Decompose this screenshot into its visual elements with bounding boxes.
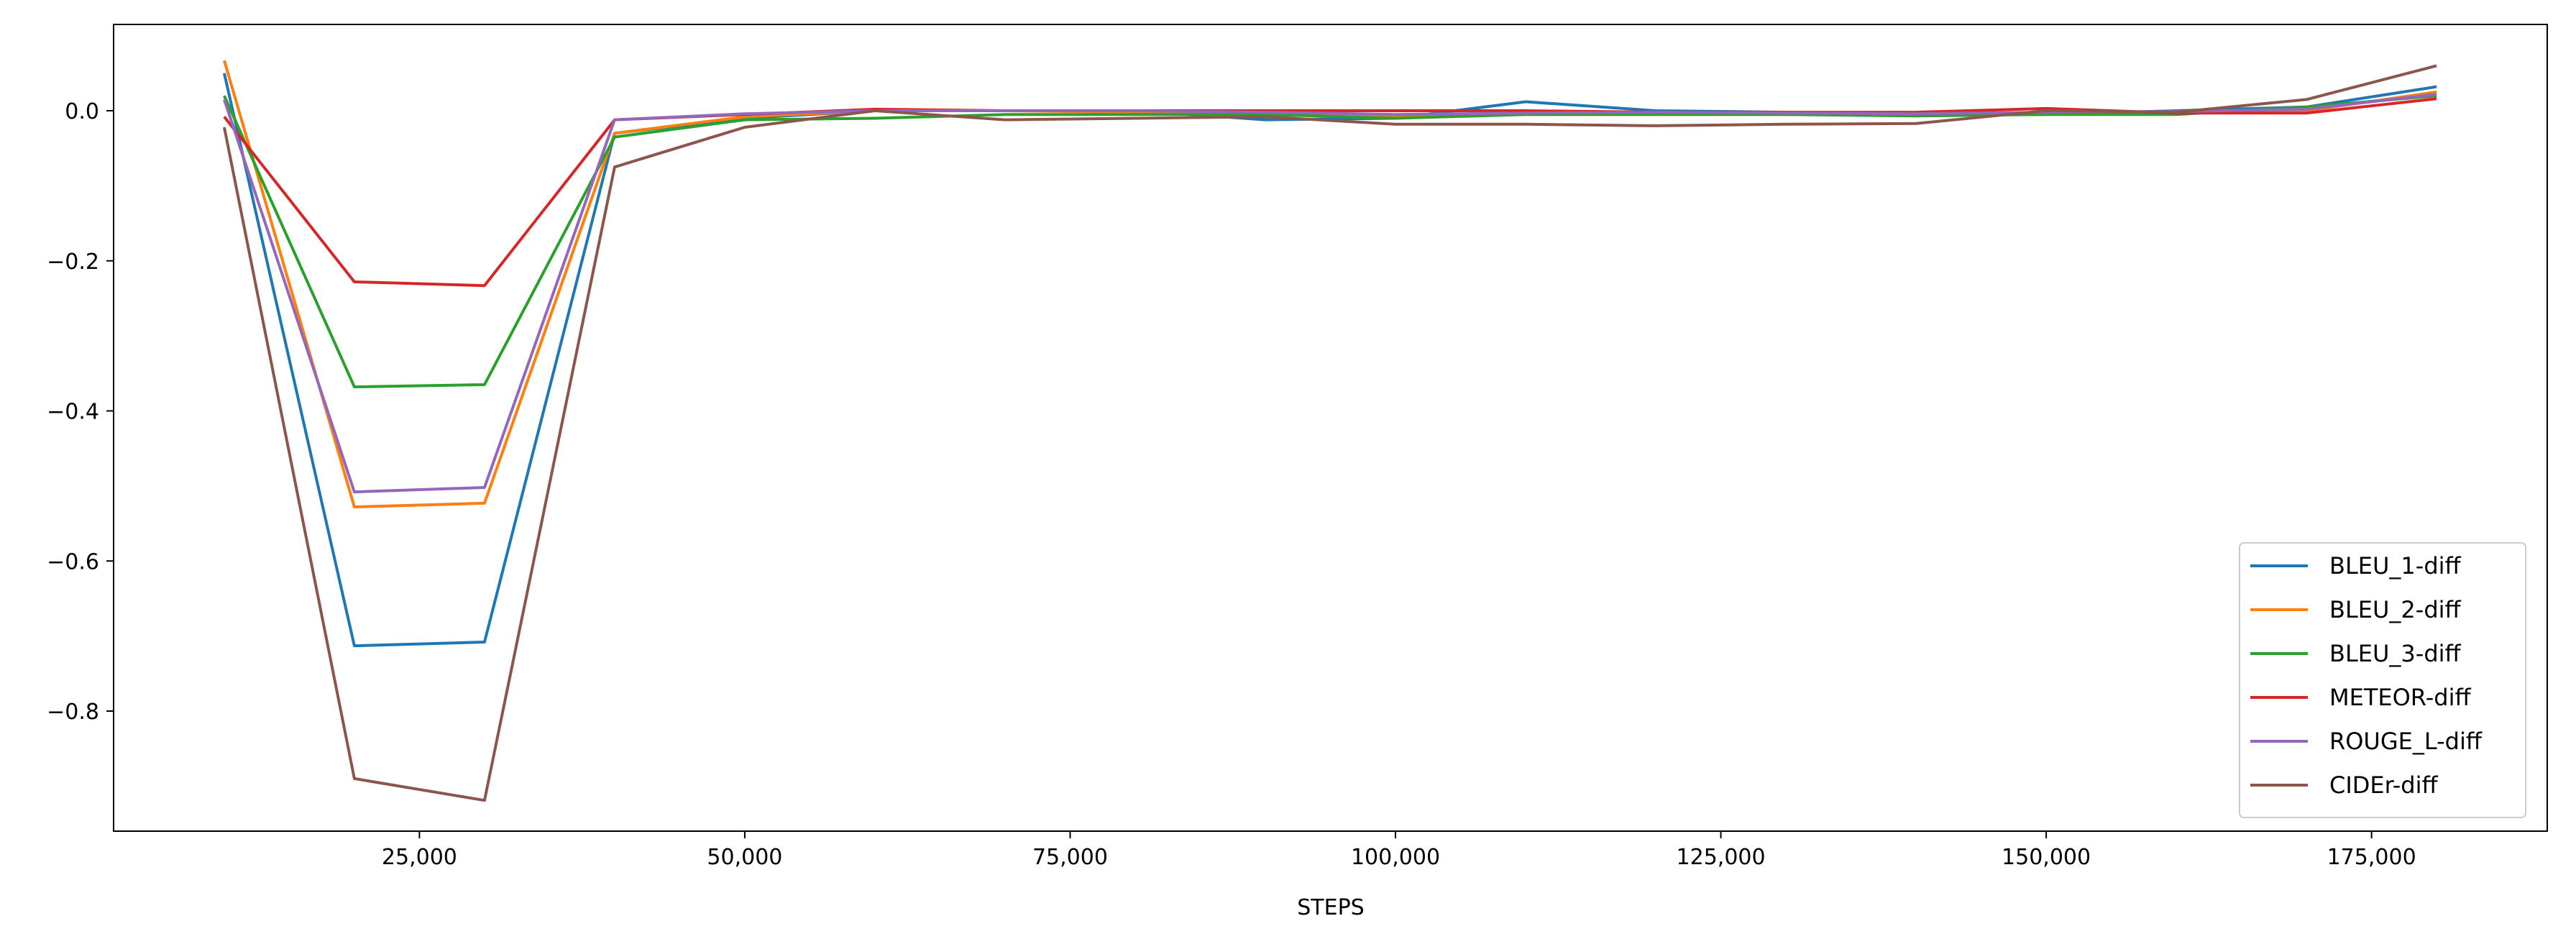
legend-label: BLEU_3-diff bbox=[2329, 640, 2462, 667]
x-axis: 25,000 50,000 75,000 100,000 125,000 150,000 1… bbox=[382, 831, 2416, 870]
series-line-3 bbox=[223, 97, 2437, 288]
legend-box bbox=[2239, 542, 2526, 818]
series-lines bbox=[222, 60, 2437, 802]
y-tick-label: −0.4 bbox=[47, 400, 99, 425]
legend-label: ROUGE_L-diff bbox=[2329, 728, 2483, 755]
x-tick-label: 75,000 bbox=[1032, 845, 1108, 870]
legend-label: METEOR-diff bbox=[2329, 684, 2471, 711]
series-line-0 bbox=[222, 73, 2437, 648]
y-tick-label: 0.0 bbox=[65, 99, 99, 124]
legend-label: BLEU_2-diff bbox=[2329, 596, 2462, 623]
series-line-2 bbox=[223, 94, 2437, 389]
y-axis: 0.0 −0.2 −0.4 −0.6 −0.8 bbox=[47, 99, 114, 725]
x-tick-label: 50,000 bbox=[707, 845, 782, 870]
x-tick-label: 100,000 bbox=[1351, 845, 1440, 870]
x-tick-label: 175,000 bbox=[2327, 845, 2416, 870]
legend-label: BLEU_1-diff bbox=[2329, 552, 2462, 580]
plot-area-frame bbox=[113, 24, 2548, 832]
legend-label: CIDEr-diff bbox=[2329, 771, 2439, 799]
x-tick-label: 150,000 bbox=[2002, 845, 2091, 870]
y-tick-label: −0.6 bbox=[47, 549, 99, 574]
x-tick-label: 125,000 bbox=[1677, 845, 1766, 870]
x-axis-title: STEPS bbox=[1297, 895, 1364, 920]
series-line-4 bbox=[223, 93, 2437, 494]
series-line-5 bbox=[222, 64, 2437, 802]
y-tick-label: −0.2 bbox=[47, 249, 99, 275]
y-tick-label: −0.8 bbox=[47, 700, 99, 725]
legend: BLEU_1-diff BLEU_2-diff BLEU_3-diff METEOR-… bbox=[2239, 542, 2526, 818]
x-tick-label: 25,000 bbox=[382, 845, 457, 870]
